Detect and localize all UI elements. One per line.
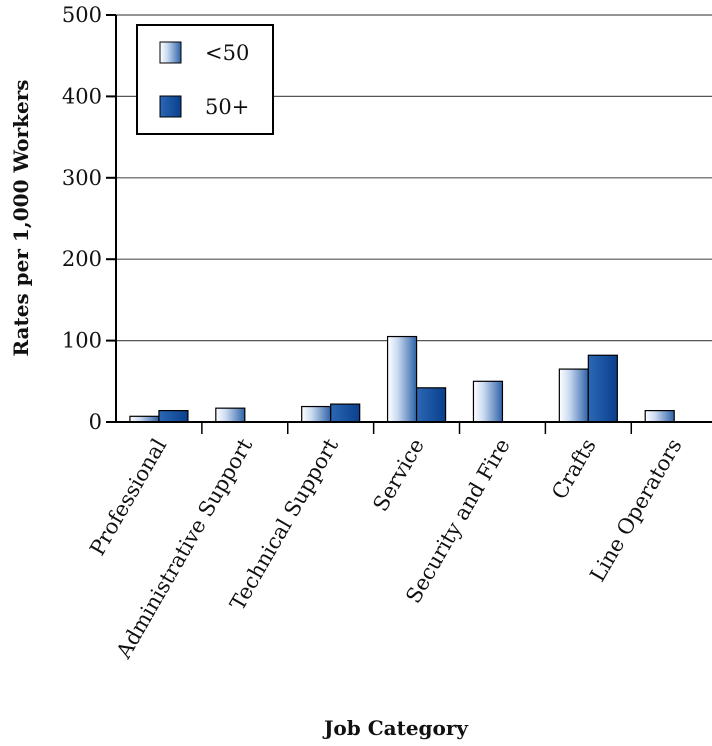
bar-50-plus [415,387,447,423]
y-tick-label: 400 [62,84,102,108]
category-label: Crafts [547,435,601,504]
legend-label-50-plus: 50+ [205,95,249,119]
bar-under-50 [558,368,589,423]
bar-under-50 [215,407,246,423]
y-tick-label: 100 [62,329,102,353]
y-tick-label: 500 [62,3,102,27]
bar-50-plus [330,403,361,423]
bar-under-50 [386,335,418,423]
category-label: Professional [85,434,171,559]
x-axis [116,421,712,434]
category-label: Line Operators [585,435,686,586]
bar-under-50 [472,380,504,423]
x-axis-title: Job Category [322,716,469,740]
legend: <50 50+ [136,24,274,135]
legend-swatch-50-plus [159,95,182,118]
legend-label-under-50: <50 [205,41,249,65]
bars [129,335,675,423]
y-tick-label: 200 [62,247,102,271]
y-tick-label: 300 [62,166,102,190]
category-label: Service [368,435,429,516]
bar-under-50 [301,405,332,423]
legend-swatch-under-50 [159,41,182,64]
y-tick-label: 0 [89,410,102,434]
y-axis-ticks: 0 100 200 300 400 500 [62,3,116,434]
bar-50-plus [587,354,618,423]
bar-under-50 [644,410,675,423]
y-axis-title: Rates per 1,000 Workers [9,79,33,356]
bar-50-plus [158,410,189,423]
